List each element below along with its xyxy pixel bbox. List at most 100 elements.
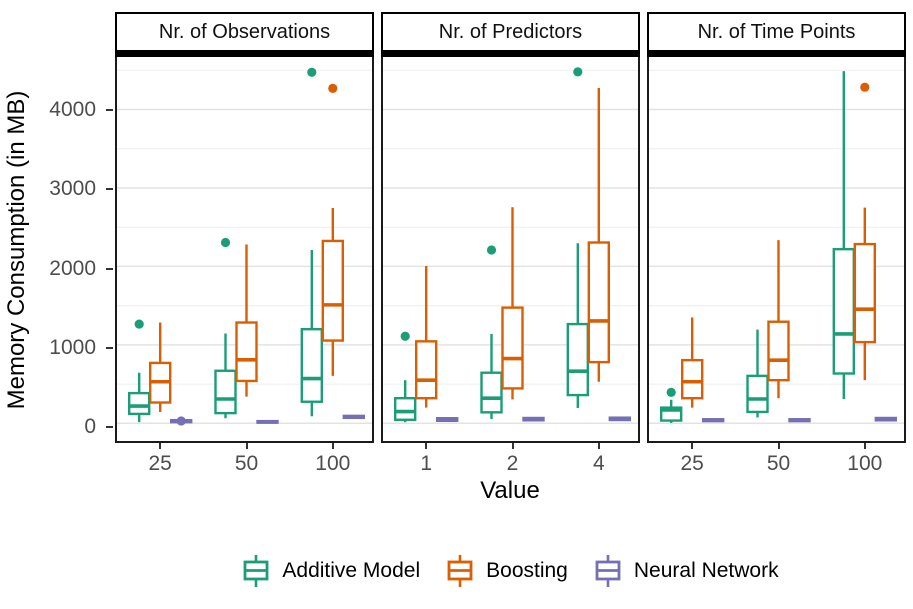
box	[501, 306, 524, 390]
boxplot-neural-network	[342, 414, 366, 420]
plot-area	[381, 57, 640, 443]
strip-divider	[647, 52, 906, 57]
x-tick-mark	[159, 443, 162, 449]
y-tick-label: 2000	[49, 256, 96, 280]
facet-strip-label: Nr. of Predictors	[381, 12, 640, 52]
boxplot-additive-model	[300, 67, 324, 417]
x-tick-label: 50	[234, 452, 259, 475]
y-tick-mark	[106, 109, 113, 112]
box	[127, 391, 151, 416]
x-axis-title: Value	[480, 477, 540, 504]
boxplot-neural-network	[608, 416, 632, 422]
boxplot-additive-model	[746, 329, 769, 418]
boxplot-boosting	[767, 240, 790, 399]
y-tick-mark	[106, 188, 113, 191]
box	[681, 358, 704, 400]
outlier-dot	[307, 67, 317, 77]
x-tick-mark	[777, 443, 780, 449]
y-axis-title: Memory Consumption (in MB)	[3, 90, 30, 410]
boxplot-neural-network	[522, 416, 545, 422]
y-tick-label: 4000	[49, 98, 96, 122]
boxplot-boosting	[235, 244, 258, 397]
legend-label: Boosting	[486, 559, 568, 582]
x-tick-mark	[863, 443, 866, 449]
boxplot-additive-model	[566, 67, 590, 409]
facet-strip-label: Nr. of Time Points	[647, 12, 906, 52]
boxplot-boosting	[681, 317, 704, 408]
legend-boxplot-icon	[595, 555, 621, 587]
boxplot-additive-model	[214, 237, 237, 419]
legend-label: Additive Model	[282, 559, 421, 582]
x-tick-mark	[245, 443, 248, 449]
x-tick-mark	[425, 443, 428, 449]
box	[587, 241, 611, 364]
box	[832, 247, 856, 375]
boxplot-neural-network	[788, 418, 811, 423]
box	[300, 327, 324, 403]
outlier-dot	[134, 319, 144, 329]
x-tick-mark	[331, 443, 334, 449]
boxplot-additive-model	[127, 319, 151, 423]
box	[393, 397, 417, 421]
x-tick-label: 4	[592, 452, 605, 475]
boxplot-neural-network	[256, 419, 279, 424]
y-tick-mark	[106, 267, 113, 270]
x-tick-label: 50	[766, 452, 791, 475]
outlier-dot	[666, 387, 676, 397]
x-tick-mark	[691, 443, 694, 449]
legend-item-additive-model: Additive Model	[242, 552, 420, 590]
boxplot-neural-network	[702, 418, 725, 423]
outlier-dot	[573, 67, 583, 77]
x-tick-label: 25	[148, 452, 172, 475]
box	[853, 242, 877, 344]
plot-area	[115, 57, 374, 443]
box	[767, 320, 790, 382]
legend-item-neural-network: Neural Network	[594, 552, 779, 590]
strip-divider	[115, 52, 374, 57]
y-tick-label: 1000	[49, 335, 96, 359]
boxplot-neural-network	[436, 417, 459, 423]
y-tick-label: 0	[84, 415, 96, 439]
boxplot-additive-model	[659, 387, 683, 423]
x-tick-label: 25	[680, 452, 704, 475]
x-tick-label: 2	[506, 452, 519, 475]
x-tick-label: 100	[847, 452, 883, 475]
box	[321, 239, 345, 342]
y-tick-mark	[106, 346, 113, 349]
outlier-dot	[220, 237, 231, 248]
box	[415, 340, 438, 400]
boxplot-neural-network	[170, 416, 193, 426]
plot-canvas	[117, 67, 372, 426]
boxplot-additive-model	[832, 71, 856, 399]
outlier-dot	[860, 82, 870, 92]
boxplot-boosting	[415, 266, 438, 408]
x-tick-mark	[511, 443, 514, 449]
plot-canvas	[649, 69, 904, 425]
plot-area	[647, 57, 906, 443]
boxplot-neural-network	[874, 416, 898, 422]
box	[235, 321, 258, 383]
boxplot-additive-model	[480, 245, 503, 419]
legend-boxplot-icon	[447, 555, 473, 587]
box	[566, 322, 590, 397]
outlier-dot	[400, 331, 410, 341]
outlier-dot	[176, 416, 186, 426]
box	[746, 374, 769, 414]
boxplot-boosting	[501, 207, 524, 400]
outlier-dot	[486, 245, 497, 255]
boxplot-boosting	[853, 82, 877, 381]
boxplot-additive-model	[393, 331, 417, 423]
x-tick-label: 1	[420, 452, 433, 475]
legend-label: Neural Network	[633, 559, 779, 582]
boxplot-boosting	[321, 83, 345, 376]
x-tick-label: 100	[315, 452, 351, 475]
x-tick-mark	[597, 443, 600, 449]
strip-divider	[381, 52, 640, 57]
y-tick-mark	[106, 426, 113, 429]
boxplot-boosting	[149, 322, 172, 412]
plot-canvas	[383, 67, 638, 425]
box	[480, 371, 503, 414]
y-tick-label: 3000	[49, 177, 96, 201]
legend-boxplot-icon	[243, 555, 269, 587]
